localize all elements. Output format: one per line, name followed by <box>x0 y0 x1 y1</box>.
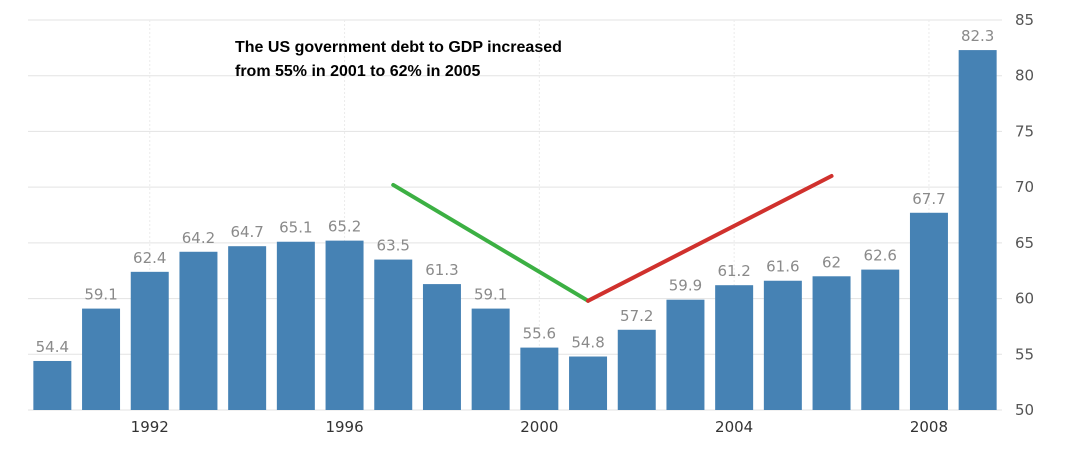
value-label: 65.2 <box>328 218 361 236</box>
x-axis-ticks: 1992 1996 2000 2004 2008 <box>131 418 948 436</box>
value-label: 54.4 <box>36 338 69 356</box>
x-tick-label: 2000 <box>520 418 558 436</box>
value-label: 62.6 <box>864 247 897 265</box>
value-label: 59.1 <box>84 286 117 304</box>
bar <box>617 329 656 410</box>
value-label: 64.2 <box>182 229 215 247</box>
y-tick-label: 85 <box>1015 11 1034 29</box>
bar <box>228 246 267 410</box>
bar <box>422 284 461 410</box>
trend-lines <box>391 174 834 303</box>
value-label: 61.2 <box>717 262 750 280</box>
bar <box>374 259 413 410</box>
value-label: 64.7 <box>230 223 263 241</box>
bar <box>569 356 608 410</box>
y-tick-label: 75 <box>1015 122 1034 140</box>
bar <box>812 276 851 410</box>
bar <box>33 360 72 410</box>
bar <box>909 212 948 410</box>
trend-line <box>391 182 591 303</box>
y-axis-ticks: 50 55 60 65 70 75 80 85 <box>1015 11 1034 419</box>
value-label: 59.9 <box>669 277 702 295</box>
x-tick-label: 2004 <box>715 418 753 436</box>
bar <box>471 308 510 410</box>
bar <box>325 240 364 410</box>
bar <box>276 241 315 410</box>
annotation-line-1: The US government debt to GDP increased <box>235 39 562 56</box>
value-label: 59.1 <box>474 286 507 304</box>
x-tick-label: 1992 <box>131 418 169 436</box>
bars <box>33 50 997 410</box>
x-tick-label: 2008 <box>910 418 948 436</box>
bar <box>763 280 802 410</box>
value-label: 65.1 <box>279 219 312 237</box>
value-label: 62.4 <box>133 249 166 267</box>
value-label: 63.5 <box>377 237 410 255</box>
trend-line <box>586 174 834 303</box>
value-label: 61.3 <box>425 261 458 279</box>
annotation-line-2: from 55% in 2001 to 62% in 2005 <box>235 63 481 80</box>
bar <box>179 251 218 410</box>
value-label: 57.2 <box>620 307 653 325</box>
value-label: 82.3 <box>961 27 994 45</box>
bar <box>861 269 900 410</box>
value-label: 55.6 <box>523 325 556 343</box>
bar <box>130 271 169 410</box>
x-tick-label: 1996 <box>325 418 363 436</box>
y-tick-label: 80 <box>1015 67 1034 85</box>
y-tick-label: 60 <box>1015 290 1034 308</box>
bar <box>958 50 997 410</box>
y-tick-label: 50 <box>1015 401 1034 419</box>
value-label: 54.8 <box>571 334 604 352</box>
value-label: 62 <box>822 253 841 271</box>
bar <box>82 308 121 410</box>
y-tick-label: 55 <box>1015 345 1034 363</box>
bar <box>520 347 559 410</box>
bar <box>715 285 754 410</box>
value-label: 61.6 <box>766 258 799 276</box>
bar <box>666 299 705 410</box>
grid <box>28 19 1002 411</box>
y-tick-label: 70 <box>1015 178 1034 196</box>
value-label: 67.7 <box>912 190 945 208</box>
y-tick-label: 65 <box>1015 234 1034 252</box>
value-labels: 54.4 59.1 62.4 64.2 64.7 65.1 65.2 63.5 61.3 59.1… <box>36 27 995 356</box>
